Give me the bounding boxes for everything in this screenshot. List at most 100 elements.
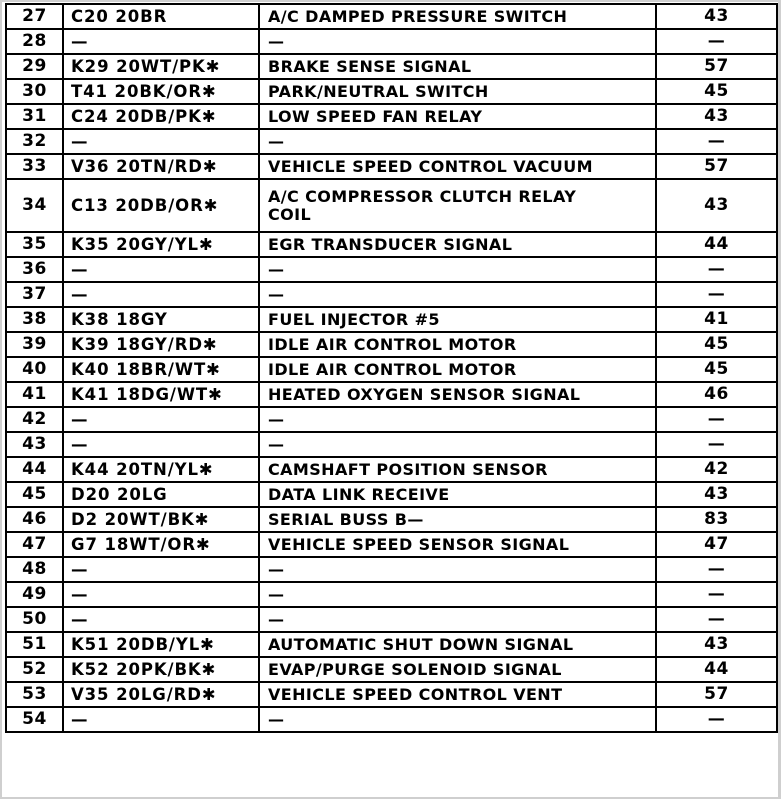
reference-page-cell: 47	[655, 531, 778, 558]
reference-page-cell-text: 57	[704, 684, 729, 705]
table-row: 29 K29 20WT/PK✱ BRAKE SENSE SIGNAL 57	[5, 53, 778, 80]
reference-page-cell-text: —	[707, 131, 726, 152]
pin-number-cell: 40	[5, 356, 64, 383]
wire-code-cell-text: —	[71, 434, 89, 454]
reference-page-cell-text: 83	[704, 509, 729, 530]
pin-number-cell-text: 51	[22, 634, 47, 655]
description-cell-text: EVAP/PURGE SOLENOID SIGNAL	[268, 659, 562, 679]
pin-number-cell: 28	[5, 28, 64, 55]
description-cell: —	[258, 128, 657, 155]
pin-number-cell: 37	[5, 281, 64, 308]
description-cell: A/C DAMPED PRESSURE SWITCH	[258, 3, 657, 30]
pin-number-cell-text: 46	[22, 509, 47, 530]
description-cell-text: A/C COMPRESSOR CLUTCH RELAY COIL	[268, 187, 577, 224]
wire-code-cell: —	[62, 431, 260, 458]
wire-code-cell-text: G7 18WT/OR✱	[71, 534, 211, 554]
reference-page-cell-text: 57	[704, 56, 729, 77]
table-row: 37 — — —	[5, 281, 778, 308]
description-cell-text: VEHICLE SPEED CONTROL VENT	[268, 684, 563, 704]
table-row: 35 K35 20GY/YL✱ EGR TRANSDUCER SIGNAL 44	[5, 231, 778, 258]
pin-number-cell: 51	[5, 631, 64, 658]
reference-page-cell-text: 46	[704, 384, 729, 405]
wire-code-cell: C13 20DB/OR✱	[62, 178, 260, 233]
pin-number-cell-text: 52	[22, 659, 47, 680]
reference-page-cell: 57	[655, 681, 778, 708]
description-cell: IDLE AIR CONTROL MOTOR	[258, 356, 657, 383]
description-cell-text: IDLE AIR CONTROL MOTOR	[268, 334, 517, 354]
scan-edge-top	[0, 0, 781, 2]
pin-number-cell: 42	[5, 406, 64, 433]
pin-number-cell-text: 34	[22, 195, 47, 216]
reference-page-cell-text: —	[707, 409, 726, 430]
description-cell-text: —	[268, 584, 285, 604]
reference-page-cell-text: —	[707, 284, 726, 305]
pin-number-cell-text: 30	[22, 81, 47, 102]
wire-code-cell-text: T41 20BK/OR✱	[71, 81, 217, 101]
reference-page-cell: 42	[655, 456, 778, 483]
table-row: 54 — — —	[5, 706, 778, 733]
description-cell: —	[258, 556, 657, 583]
wire-code-cell-text: K38 18GY	[71, 309, 168, 329]
reference-page-cell: —	[655, 281, 778, 308]
description-cell-text: —	[268, 709, 285, 729]
pin-number-cell-text: 54	[22, 709, 47, 730]
wire-code-cell: G7 18WT/OR✱	[62, 531, 260, 558]
description-cell-text: SERIAL BUSS B—	[268, 509, 424, 529]
reference-page-cell-text: —	[707, 259, 726, 280]
pin-number-cell: 31	[5, 103, 64, 130]
table-row: 51 K51 20DB/YL✱ AUTOMATIC SHUT DOWN SIGNAL…	[5, 631, 778, 658]
wire-code-cell-text: C24 20DB/PK✱	[71, 106, 217, 126]
wire-code-cell-text: K41 18DG/WT✱	[71, 384, 223, 404]
pin-number-cell-text: 35	[22, 234, 47, 255]
table-row: 33 V36 20TN/RD✱ VEHICLE SPEED CONTROL VACU…	[5, 153, 778, 180]
wire-code-cell: D20 20LG	[62, 481, 260, 508]
reference-page-cell-text: 57	[704, 156, 729, 177]
reference-page-cell: 45	[655, 331, 778, 358]
reference-page-cell: 57	[655, 53, 778, 80]
wire-code-cell-text: —	[71, 559, 89, 579]
reference-page-cell-text: 45	[704, 359, 729, 380]
table-row: 30 T41 20BK/OR✱ PARK/NEUTRAL SWITCH 45	[5, 78, 778, 105]
pin-number-cell-text: 32	[22, 131, 47, 152]
wire-code-cell-text: C13 20DB/OR✱	[71, 195, 219, 215]
reference-page-cell: 57	[655, 153, 778, 180]
wire-code-cell-text: —	[71, 259, 89, 279]
pin-number-cell: 52	[5, 656, 64, 683]
pin-number-cell-text: 33	[22, 156, 47, 177]
table-row: 27 C20 20BR A/C DAMPED PRESSURE SWITCH 43	[5, 3, 778, 30]
reference-page-cell-text: 43	[704, 634, 729, 655]
reference-page-cell: 83	[655, 506, 778, 533]
description-cell: —	[258, 406, 657, 433]
wire-code-cell-text: K35 20GY/YL✱	[71, 234, 214, 254]
pin-number-cell-text: 29	[22, 56, 47, 77]
description-cell: SERIAL BUSS B—	[258, 506, 657, 533]
description-cell-text: —	[268, 409, 285, 429]
pin-number-cell: 49	[5, 581, 64, 608]
wire-code-cell-text: —	[71, 709, 89, 729]
table-row: 34 C13 20DB/OR✱ A/C COMPRESSOR CLUTCH RELA…	[5, 178, 778, 233]
reference-page-cell-text: 47	[704, 534, 729, 555]
table-row: 47 G7 18WT/OR✱ VEHICLE SPEED SENSOR SIGNAL…	[5, 531, 778, 558]
wire-code-cell: K44 20TN/YL✱	[62, 456, 260, 483]
table-row: 28 — — —	[5, 28, 778, 55]
reference-page-cell: 45	[655, 78, 778, 105]
wire-code-cell: —	[62, 606, 260, 633]
description-cell: —	[258, 28, 657, 55]
wire-code-cell: —	[62, 281, 260, 308]
reference-page-cell: 45	[655, 356, 778, 383]
description-cell-text: —	[268, 559, 285, 579]
pinout-table-body: 27 C20 20BR A/C DAMPED PRESSURE SWITCH 43 28…	[5, 3, 778, 733]
reference-page-cell-text: —	[707, 584, 726, 605]
description-cell: A/C COMPRESSOR CLUTCH RELAY COIL	[258, 178, 657, 233]
description-cell-text: VEHICLE SPEED SENSOR SIGNAL	[268, 534, 570, 554]
wire-code-cell: C20 20BR	[62, 3, 260, 30]
description-cell: VEHICLE SPEED SENSOR SIGNAL	[258, 531, 657, 558]
table-row: 40 K40 18BR/WT✱ IDLE AIR CONTROL MOTOR 45	[5, 356, 778, 383]
wire-code-cell-text: C20 20BR	[71, 6, 168, 26]
table-row: 49 — — —	[5, 581, 778, 608]
description-cell-text: VEHICLE SPEED CONTROL VACUUM	[268, 156, 593, 176]
table-row: 31 C24 20DB/PK✱ LOW SPEED FAN RELAY 43	[5, 103, 778, 130]
description-cell: PARK/NEUTRAL SWITCH	[258, 78, 657, 105]
scan-edge-left	[0, 0, 2, 799]
reference-page-cell-text: —	[707, 709, 726, 730]
